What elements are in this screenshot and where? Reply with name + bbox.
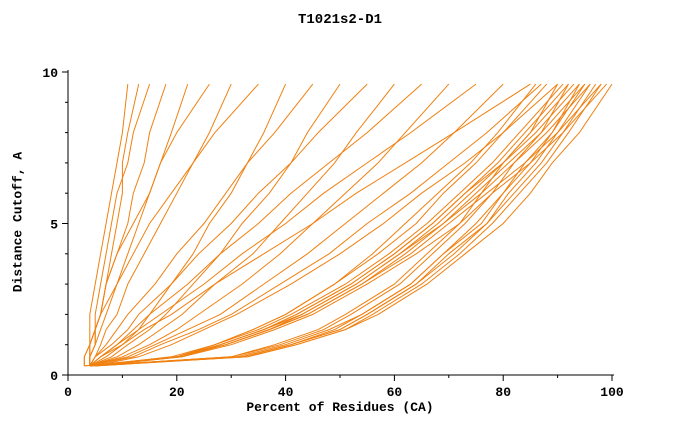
x-tick-label: 60 — [387, 385, 403, 400]
x-axis-label: Percent of Residues (CA) — [246, 400, 434, 415]
model-curve — [89, 83, 607, 367]
model-curve — [89, 83, 559, 367]
model-curve — [89, 83, 531, 367]
model-curve — [89, 83, 542, 367]
y-axis-label: Distance Cutoff, A — [10, 151, 26, 293]
model-curve — [89, 83, 314, 367]
model-curve — [89, 83, 210, 366]
model-curve — [89, 83, 189, 366]
model-curve — [89, 83, 569, 367]
model-curve — [89, 83, 287, 367]
model-curve — [89, 83, 422, 367]
model-curve — [89, 83, 151, 366]
y-tick-label: 10 — [42, 66, 58, 81]
model-curve — [83, 83, 167, 366]
model-curve — [89, 83, 341, 367]
model-curve — [83, 84, 129, 366]
model-curve — [89, 83, 548, 367]
x-tick-label: 40 — [278, 385, 294, 400]
x-tick-label: 20 — [169, 385, 185, 400]
model-curve — [95, 83, 602, 367]
model-curve — [89, 83, 564, 367]
model-curve — [89, 83, 232, 367]
y-tick-label: 5 — [50, 218, 58, 233]
x-tick-label: 80 — [495, 385, 511, 400]
chart-title: T1021s2-D1 — [297, 12, 382, 28]
model-curve — [89, 83, 504, 367]
model-curve — [89, 83, 259, 366]
model-curve — [95, 83, 558, 367]
model-curve — [89, 83, 395, 367]
model-curve — [89, 83, 591, 367]
x-tick-label: 0 — [64, 385, 72, 400]
model-curve — [89, 83, 450, 367]
model-curve — [89, 83, 140, 366]
model-curve — [89, 83, 368, 367]
model-curve — [95, 83, 580, 367]
x-tick-label: 100 — [600, 385, 624, 400]
model-curve — [95, 83, 569, 367]
y-tick-label: 0 — [50, 369, 58, 384]
model-curve — [95, 83, 537, 367]
